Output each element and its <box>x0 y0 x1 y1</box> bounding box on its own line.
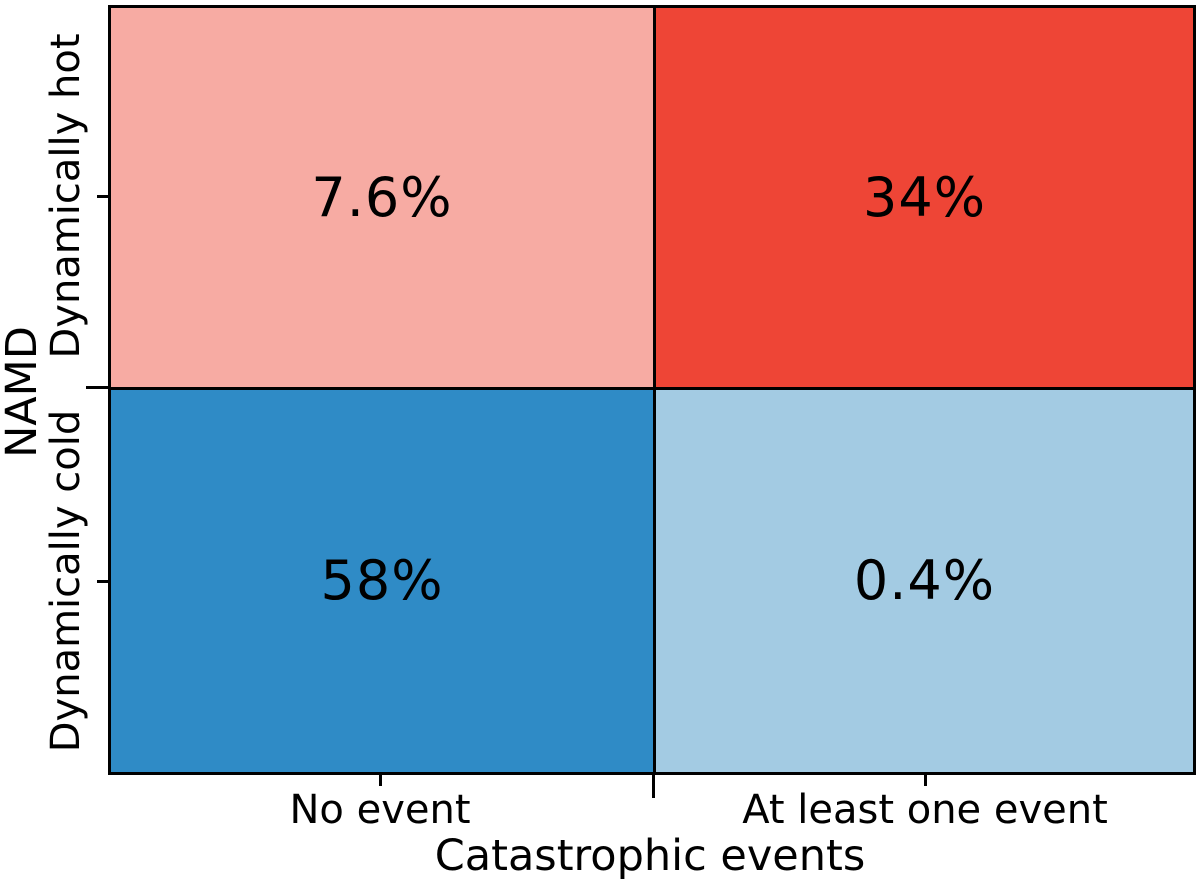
x-tick-label-no-event: No event <box>289 787 471 833</box>
x-category-boundary-tick <box>652 775 655 798</box>
heatmap-cell-hot-at-least-one-event: 34% <box>656 8 1193 390</box>
y-category-boundary-tick <box>86 386 108 389</box>
cell-value-hot-at-least-one-event: 34% <box>862 165 987 229</box>
x-tick-mark-at-least-one-event <box>924 775 927 786</box>
cell-value-hot-no-event: 7.6% <box>311 165 453 229</box>
y-tick-label-dynamically-cold: Dynamically cold <box>43 409 89 753</box>
x-axis-label: Catastrophic events <box>434 831 866 881</box>
y-axis-label: NAMD <box>0 326 47 458</box>
x-tick-label-at-least-one-event: At least one event <box>742 787 1108 833</box>
x-tick-mark-no-event <box>379 775 382 786</box>
y-tick-mark-cold <box>97 580 108 583</box>
heatmap-cell-cold-no-event: 58% <box>111 390 656 772</box>
heatmap-cell-cold-at-least-one-event: 0.4% <box>656 390 1193 772</box>
y-tick-mark-hot <box>97 195 108 198</box>
heatmap-cell-hot-no-event: 7.6% <box>111 8 656 390</box>
cell-value-cold-at-least-one-event: 0.4% <box>853 549 996 612</box>
y-tick-label-dynamically-hot: Dynamically hot <box>43 33 89 359</box>
cell-value-cold-no-event: 58% <box>320 549 444 612</box>
plot-area: 7.6% 34% 58% 0.4% <box>108 5 1196 775</box>
